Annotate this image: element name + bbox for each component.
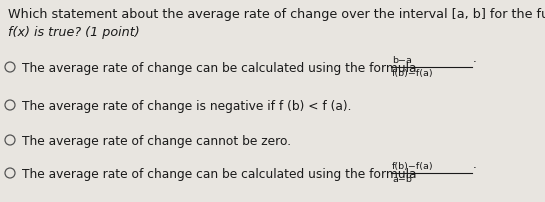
Text: f(x) is true? (1 point): f(x) is true? (1 point) — [8, 26, 140, 39]
Text: .: . — [473, 52, 477, 65]
Text: Which statement about the average rate of change over the interval [a, b] for th: Which statement about the average rate o… — [8, 8, 545, 21]
Text: a−b: a−b — [392, 175, 412, 184]
Text: f(b)−f(a): f(b)−f(a) — [392, 162, 434, 171]
Text: The average rate of change can be calculated using the formula: The average rate of change can be calcul… — [22, 62, 416, 75]
Text: .: . — [473, 158, 477, 171]
Text: The average rate of change cannot be zero.: The average rate of change cannot be zer… — [22, 135, 291, 148]
Text: The average rate of change can be calculated using the formula: The average rate of change can be calcul… — [22, 168, 416, 181]
Text: b−a: b−a — [392, 56, 412, 65]
Text: f(b)−f(a): f(b)−f(a) — [392, 69, 434, 78]
Text: The average rate of change is negative if f (b) < f (a).: The average rate of change is negative i… — [22, 100, 352, 113]
